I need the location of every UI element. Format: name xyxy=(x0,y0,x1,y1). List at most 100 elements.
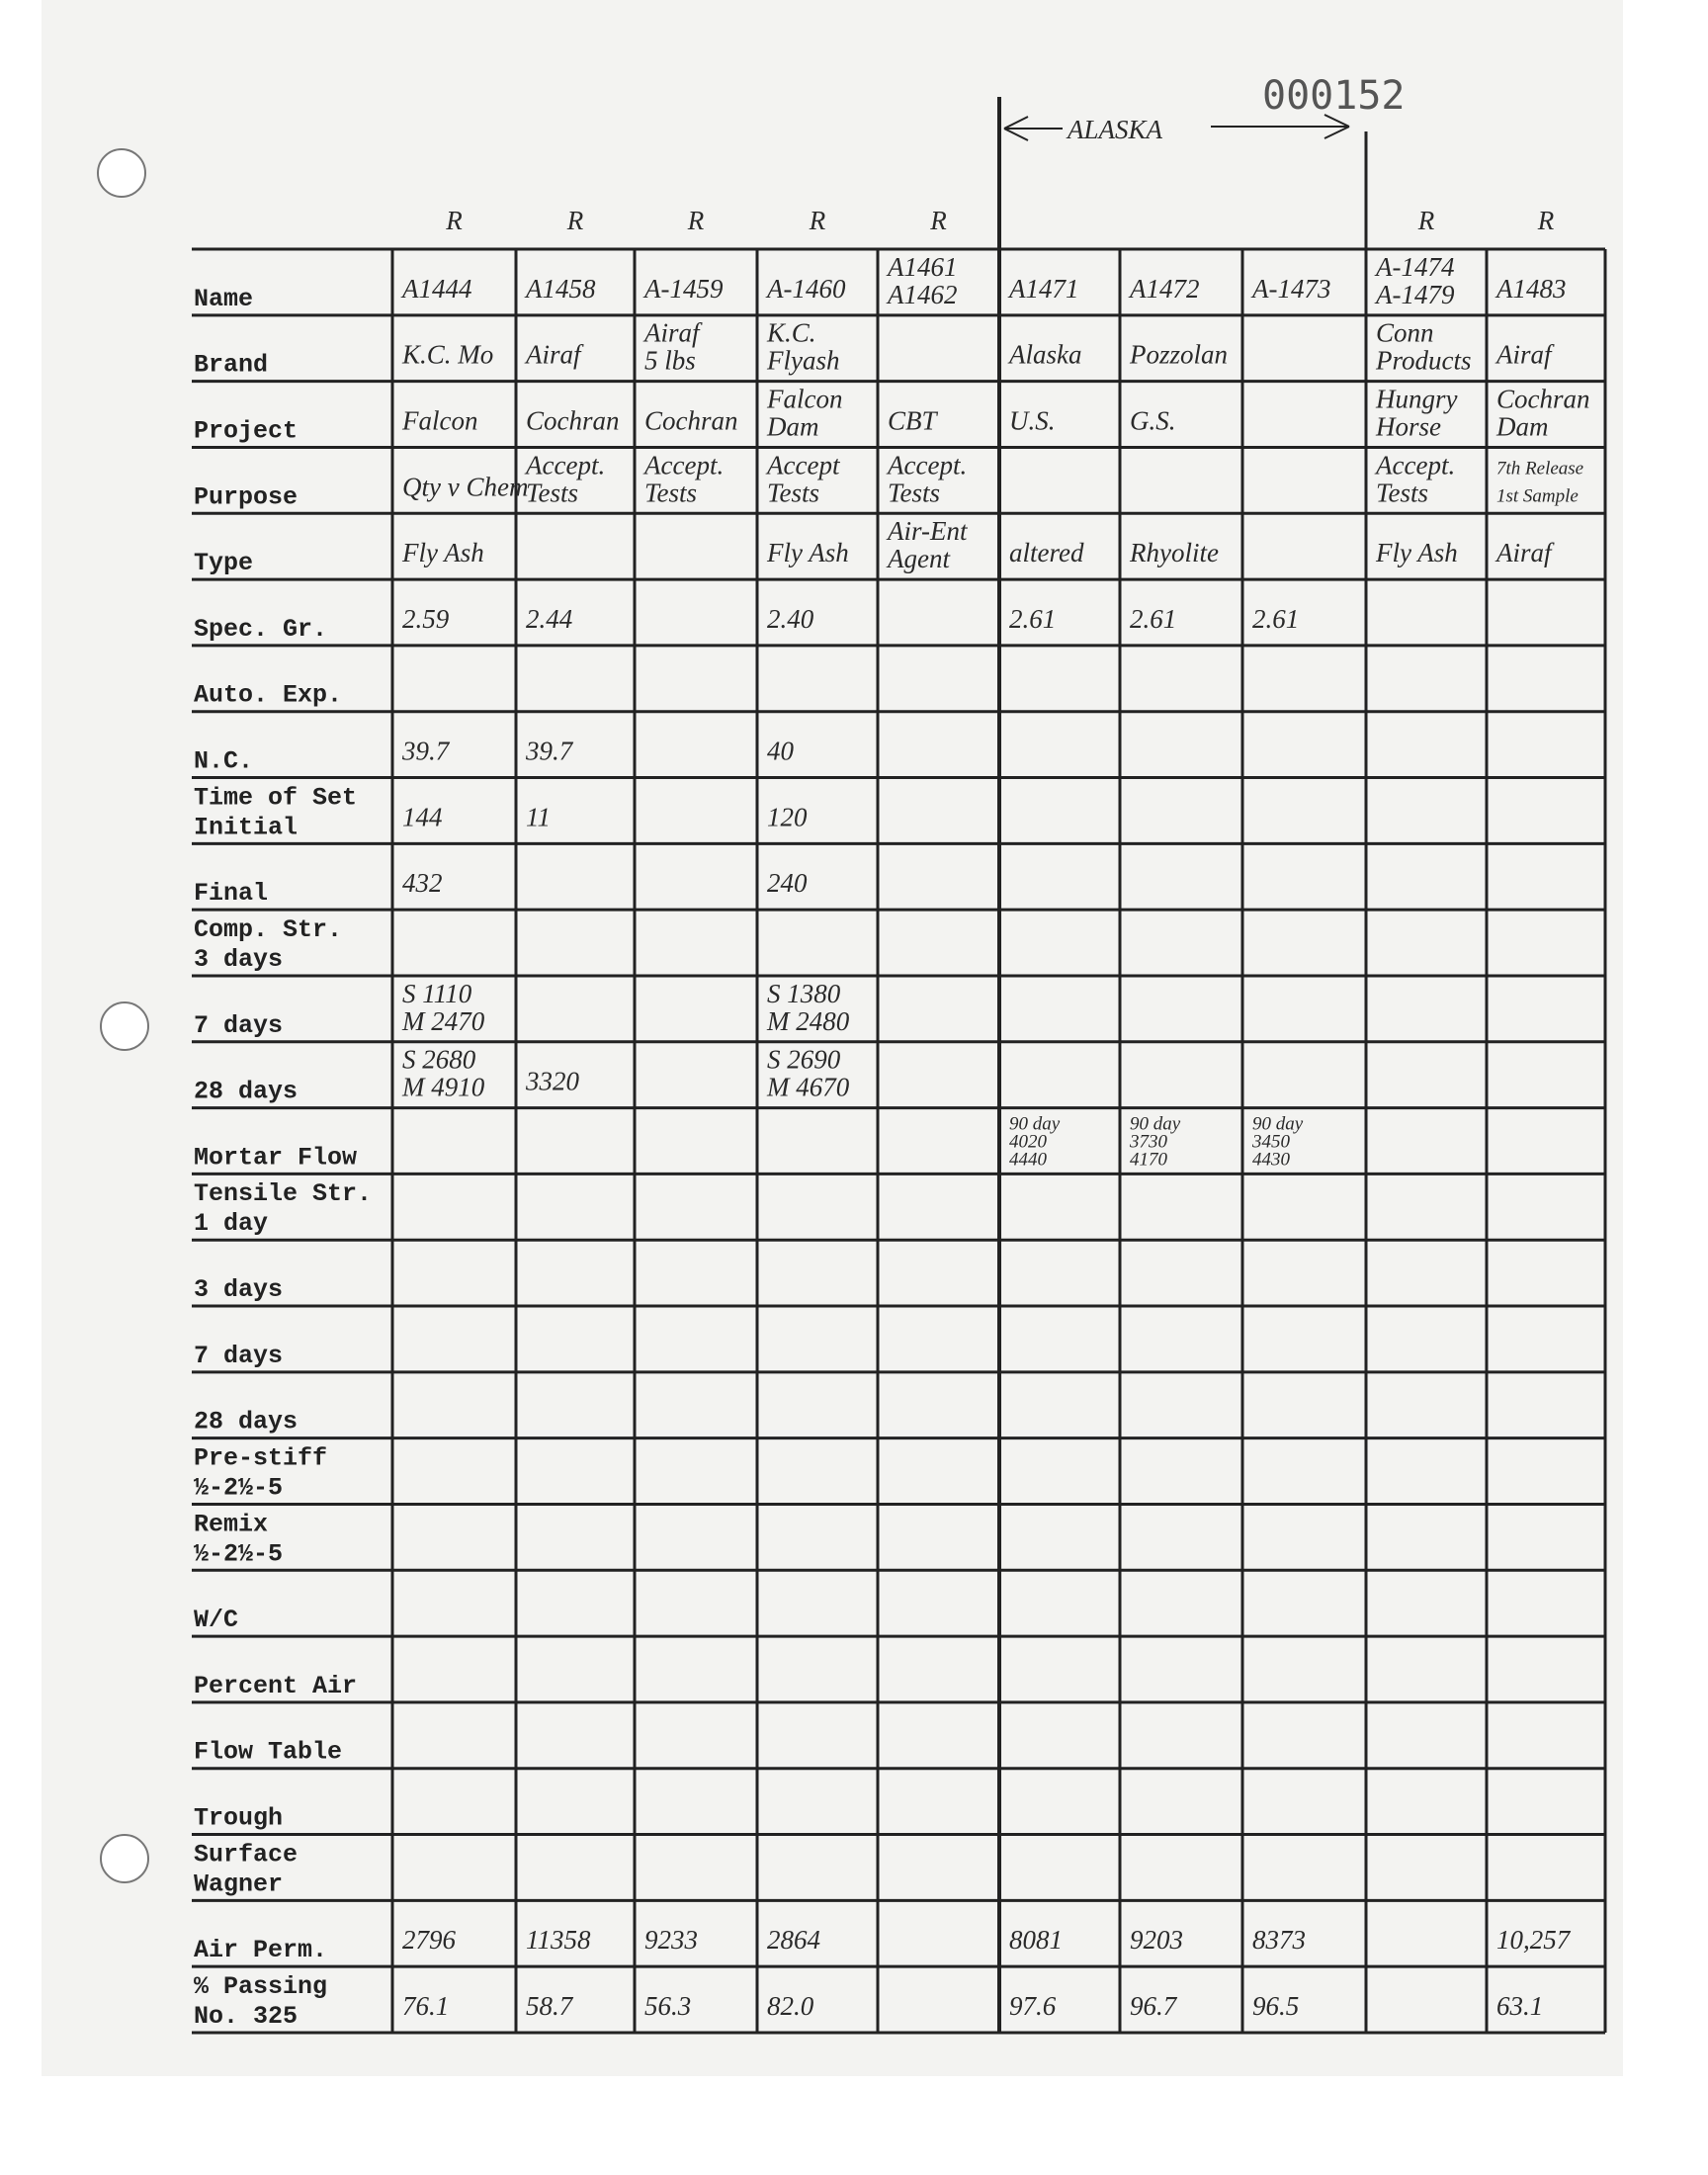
cell-text: 90 day xyxy=(1130,1114,1181,1135)
cell-text: Cochran xyxy=(644,405,738,435)
cell-text: A1472 xyxy=(1128,274,1200,304)
cell-text: 90 day xyxy=(1009,1114,1061,1135)
cell-text: 8373 xyxy=(1252,1925,1306,1955)
row-label: Trough xyxy=(194,1804,283,1833)
cell-text: 432 xyxy=(402,868,443,898)
cell-text: CBT xyxy=(888,405,939,435)
row-label: Pre-stiff xyxy=(194,1443,327,1472)
cell-text: Falcon xyxy=(401,405,477,435)
cell-text: 58.7 xyxy=(526,1991,574,2021)
row-label: W/C xyxy=(194,1606,238,1634)
row-label: Project xyxy=(194,416,298,445)
cell-text: 96.5 xyxy=(1252,1991,1299,2021)
cell-text: 2.61 xyxy=(1130,604,1176,634)
row-label: Flow Table xyxy=(194,1738,342,1767)
cell-text: Alaska xyxy=(1007,340,1082,370)
cell-text: 2796 xyxy=(402,1925,457,1955)
cell-text: Fly Ash xyxy=(401,538,484,567)
region-label: ALASKA xyxy=(1066,115,1163,144)
cell-text: 3450 xyxy=(1251,1132,1291,1153)
row-label: ½-2½-5 xyxy=(194,1473,283,1502)
cell-text: A-1473 xyxy=(1250,274,1330,304)
cell-text: M 4670 xyxy=(766,1073,850,1102)
cell-text: A-1459 xyxy=(642,274,724,304)
cell-text: 4170 xyxy=(1130,1150,1168,1171)
row-label: % Passing xyxy=(194,1972,327,2001)
cell-text: 3730 xyxy=(1129,1132,1168,1153)
cell-text: A-1479 xyxy=(1374,280,1455,309)
cell-text: A-1474 xyxy=(1374,252,1454,282)
punch-hole xyxy=(97,148,146,198)
row-label: 28 days xyxy=(194,1408,298,1436)
cell-text: Accept. xyxy=(1374,450,1455,479)
cell-text: Hungry xyxy=(1375,384,1458,413)
cell-text: 11 xyxy=(526,802,551,831)
row-label: Remix xyxy=(194,1510,268,1538)
cell-text: 63.1 xyxy=(1496,1991,1543,2021)
row-label: 3 days xyxy=(194,1275,283,1304)
row-label: N.C. xyxy=(194,747,253,776)
cell-text: 90 day xyxy=(1252,1114,1304,1135)
row-label: Type xyxy=(194,549,253,577)
cell-text: Dam xyxy=(766,411,819,441)
cell-text: Tests xyxy=(526,478,578,507)
page-number: 000152 xyxy=(1262,73,1406,119)
cell-text: Accept xyxy=(765,450,841,479)
cell-text: 7th Release xyxy=(1496,458,1583,478)
cell-text: 40 xyxy=(767,737,795,766)
revision-mark: R xyxy=(1537,206,1555,235)
cell-text: Tests xyxy=(1376,478,1428,507)
cell-text: Cochran xyxy=(1496,384,1590,413)
cell-text: 2.61 xyxy=(1009,604,1056,634)
paper xyxy=(42,0,1623,2076)
cell-text: Tests xyxy=(767,478,819,507)
row-label: Mortar Flow xyxy=(194,1143,357,1172)
punch-hole xyxy=(100,1834,149,1883)
cell-text: Tests xyxy=(888,478,940,507)
cell-text: Airaf xyxy=(524,340,584,370)
row-label: Spec. Gr. xyxy=(194,615,327,644)
cell-text: Accept. xyxy=(642,450,724,479)
cell-text: Airaf xyxy=(1494,340,1555,370)
cell-text: 96.7 xyxy=(1130,1991,1178,2021)
cell-text: Flyash xyxy=(766,346,840,376)
cell-text: Tests xyxy=(644,478,697,507)
cell-text: S 1380 xyxy=(767,979,841,1008)
cell-text: 82.0 xyxy=(767,1991,814,2021)
cell-text: 9203 xyxy=(1130,1925,1183,1955)
cell-text: Products xyxy=(1375,346,1472,376)
row-label: Brand xyxy=(194,351,268,380)
cell-text: Airaf xyxy=(642,318,703,348)
cell-text: 9233 xyxy=(644,1925,698,1955)
cell-text: Accept. xyxy=(524,450,605,479)
cell-text: Rhyolite xyxy=(1129,538,1219,567)
cell-text: S 2680 xyxy=(402,1045,476,1075)
cell-text: 2.44 xyxy=(526,604,572,634)
cell-text: K.C. xyxy=(766,318,816,348)
row-label: Name xyxy=(194,285,253,313)
cell-text: 39.7 xyxy=(525,737,574,766)
cell-text: M 2480 xyxy=(766,1006,850,1036)
cell-text: 240 xyxy=(767,868,808,898)
cell-text: 10,257 xyxy=(1496,1925,1572,1955)
cell-text: Airaf xyxy=(1494,538,1555,567)
cell-text: A1444 xyxy=(400,274,472,304)
row-label: Initial xyxy=(194,813,298,841)
row-label: Auto. Exp. xyxy=(194,681,342,710)
revision-mark: R xyxy=(445,206,463,235)
cell-text: 4430 xyxy=(1252,1150,1291,1171)
row-label: Time of Set xyxy=(194,783,357,812)
cell-text: G.S. xyxy=(1130,405,1176,435)
cell-text: U.S. xyxy=(1009,405,1056,435)
row-label: Wagner xyxy=(194,1870,283,1898)
arrow-head xyxy=(1003,116,1029,141)
cell-text: 4440 xyxy=(1009,1150,1048,1171)
cell-text: 8081 xyxy=(1009,1925,1063,1955)
cell-text: Accept. xyxy=(886,450,967,479)
cell-text: A1471 xyxy=(1007,274,1079,304)
cell-text: 39.7 xyxy=(401,737,451,766)
row-label: 28 days xyxy=(194,1078,298,1106)
cell-text: 56.3 xyxy=(644,1991,691,2021)
revision-mark: R xyxy=(1417,206,1435,235)
